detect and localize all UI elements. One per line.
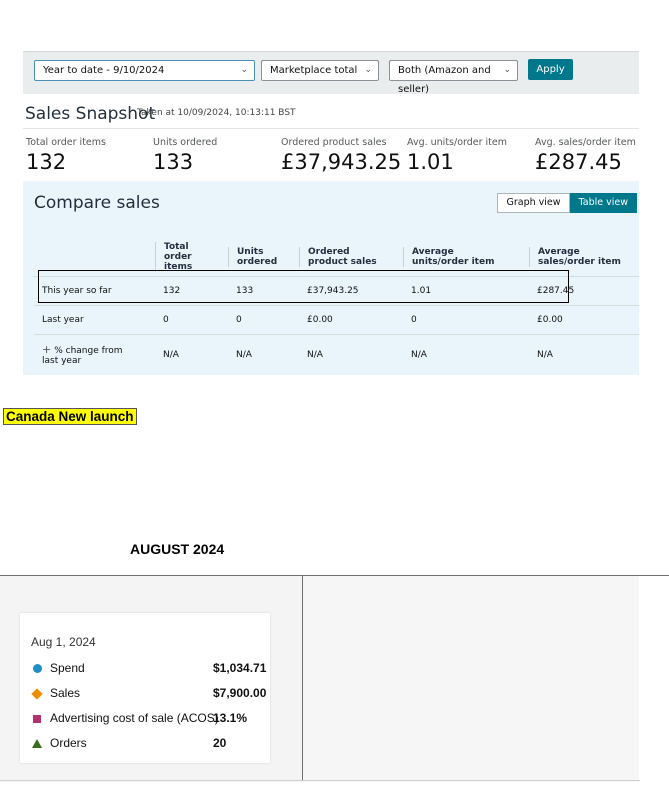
compare-sales-title: Compare sales (34, 193, 160, 213)
snapshot-timestamp: Taken at 10/09/2024, 10:13:11 BST (137, 108, 296, 118)
table-cell: £37,943.25 (291, 276, 395, 306)
table-cell: 0 (220, 305, 291, 335)
metric-value: 133 (153, 150, 194, 174)
row-highlight-box (38, 270, 569, 303)
tooltip-label: Spend (50, 661, 85, 675)
divider (0, 575, 669, 576)
table-cell: N/A (411, 349, 427, 360)
tooltip-label: Orders (50, 736, 87, 750)
metric-label: Avg. units/order item (407, 137, 508, 148)
metric-label: Ordered product sales (281, 137, 387, 148)
table-cell: 1.01 (395, 276, 521, 306)
tooltip-value: 13.1% (213, 711, 248, 725)
fulfillment-value: Both (Amazon and seller) (398, 65, 491, 95)
metric-value: 132 (26, 150, 67, 174)
chart-tooltip: Aug 1, 2024 Spend $1,034.71 Sales $7,900… (20, 613, 270, 763)
tooltip-row-spend: Spend $1,034.71 (31, 661, 269, 677)
row-label: This year so far (34, 276, 147, 306)
metric-label: Avg. sales/order item (535, 137, 636, 148)
metric-units-ordered: Units ordered 133 (153, 137, 217, 174)
table-cell: N/A (163, 349, 179, 360)
metric-avg-sales-per-order-item: Avg. sales/order item £287.45 (535, 137, 636, 174)
tooltip-value: 20 (213, 736, 227, 750)
tooltip-label: Advertising cost of sale (ACOS) (50, 711, 219, 725)
table-row: +% change from last year N/A N/A N/A N/A… (34, 335, 639, 375)
table-view-button[interactable]: Table view (569, 193, 637, 213)
tooltip-value: $7,900.00 (213, 686, 267, 700)
table-cell: 133 (220, 276, 291, 306)
marketplace-value: Marketplace total (270, 65, 358, 76)
circle-icon (31, 662, 43, 676)
table-row: Last year 0 0 £0.00 0 £0.00 (34, 305, 639, 335)
metric-label: Total order items (26, 137, 106, 148)
table-cell: N/A (537, 349, 553, 360)
metric-label: Units ordered (153, 137, 218, 148)
view-toggle: Graph view Table view (497, 193, 637, 213)
marketplace-select[interactable]: Marketplace total ⌄ (261, 60, 379, 81)
diamond-icon (31, 687, 43, 701)
fulfillment-select[interactable]: Both (Amazon and seller) ⌄ (389, 60, 518, 95)
sales-snapshot-title: Sales Snapshot (25, 104, 156, 124)
august-heading: AUGUST 2024 (130, 541, 225, 557)
chevron-down-icon: ⌄ (503, 65, 511, 75)
tooltip-row-acos: Advertising cost of sale (ACOS) 13.1% (31, 711, 269, 727)
row-label: Last year (34, 305, 147, 335)
table-cell: £0.00 (521, 305, 639, 335)
canada-label: Canada New launch (3, 408, 137, 425)
table-cell: 0 (395, 305, 521, 335)
metric-ordered-product-sales: Ordered product sales £37,943.25 (281, 137, 401, 174)
compare-sales-table: Total order items Units ordered Ordered … (34, 238, 639, 375)
square-icon (31, 712, 43, 726)
table-cell: N/A (236, 349, 252, 360)
metric-avg-units-per-order-item: Avg. units/order item 1.01 (407, 137, 507, 174)
tooltip-label: Sales (50, 686, 81, 700)
chevron-down-icon: ⌄ (364, 65, 372, 75)
date-range-value: Year to date - 9/10/2024 (43, 65, 165, 76)
table-cell: £0.00 (291, 305, 395, 335)
triangle-icon (31, 737, 43, 751)
row-label-expandable[interactable]: +% change from last year (34, 335, 147, 375)
date-range-select[interactable]: Year to date - 9/10/2024 ⌄ (34, 60, 255, 81)
tooltip-row-sales: Sales $7,900.00 (31, 686, 269, 702)
table-cell: 0 (147, 305, 220, 335)
metric-value: £37,943.25 (281, 150, 402, 174)
tooltip-date: Aug 1, 2024 (31, 635, 96, 649)
metric-value: 1.01 (407, 150, 454, 174)
metric-total-order-items: Total order items 132 (26, 137, 106, 174)
divider (23, 128, 639, 129)
chevron-down-icon: ⌄ (240, 65, 248, 75)
graph-view-button[interactable]: Graph view (497, 193, 570, 213)
chart-panel-right (303, 576, 639, 782)
divider (302, 575, 303, 780)
metric-value: £287.45 (535, 150, 622, 174)
table-cell: N/A (307, 349, 323, 360)
table-cell: £287.45 (521, 276, 639, 306)
row-label-text: % change from last year (42, 346, 123, 367)
plus-icon[interactable]: + (42, 343, 52, 357)
table-cell: 132 (147, 276, 220, 306)
tooltip-row-orders: Orders 20 (31, 736, 269, 752)
tooltip-value: $1,034.71 (213, 661, 267, 675)
divider (0, 780, 640, 781)
apply-button[interactable]: Apply (528, 59, 573, 80)
table-row: This year so far 132 133 £37,943.25 1.01… (34, 276, 639, 306)
filter-bar: Year to date - 9/10/2024 ⌄ Marketplace t… (23, 51, 639, 95)
